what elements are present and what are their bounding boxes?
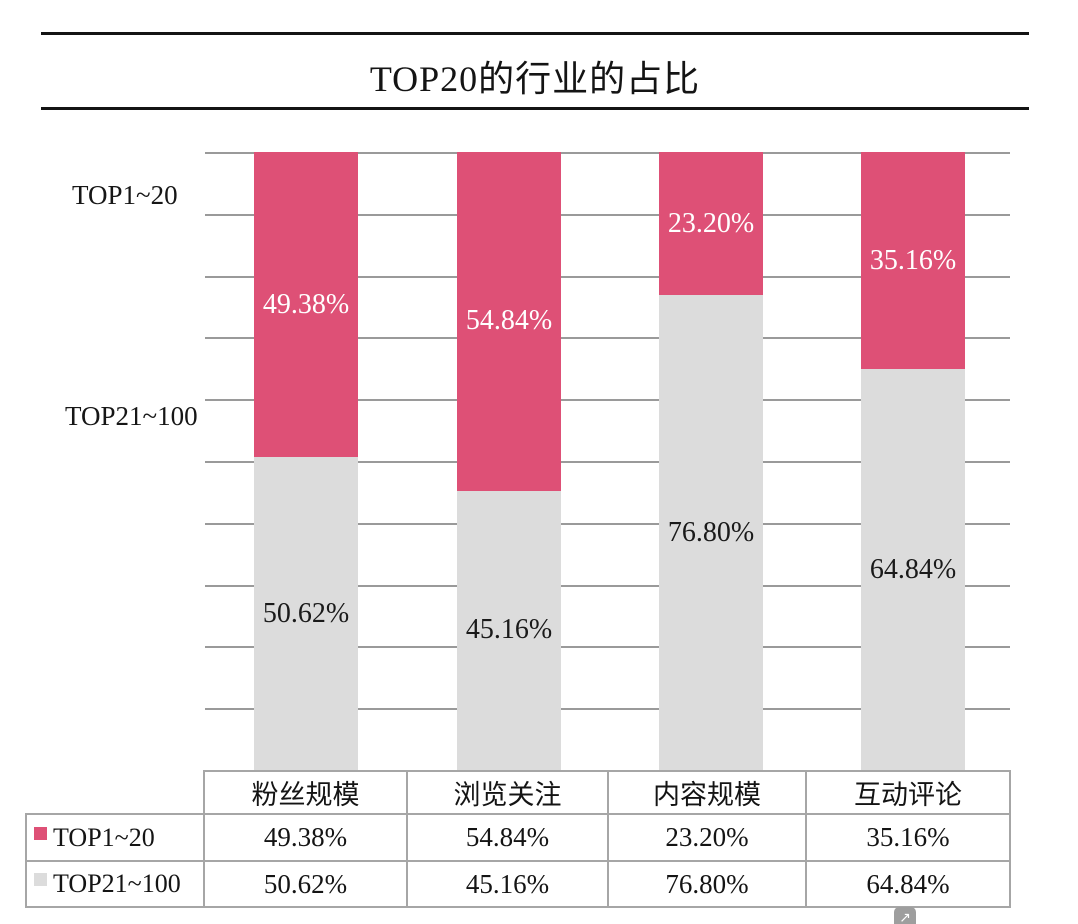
- left-series-label-top21-100: TOP21~100: [65, 401, 198, 431]
- gridline: [205, 152, 1010, 154]
- legend-cell-TOP1~20: TOP1~20: [25, 813, 205, 862]
- table-header-row: 粉丝规模 浏览关注 内容规模 互动评论: [26, 770, 1011, 815]
- data-label: 45.16%: [465, 614, 553, 646]
- segment-TOP21~100: 45.16%: [457, 490, 561, 770]
- gridline: [205, 399, 1010, 402]
- segment-TOP21~100: 76.80%: [659, 295, 763, 770]
- data-label: 49.38%: [262, 288, 350, 320]
- data-label: 76.80%: [667, 516, 755, 548]
- gridline: [205, 461, 1010, 463]
- table-row-TOP1~20: TOP1~20 49.38% 54.84% 23.20% 35.16%: [25, 813, 1011, 862]
- bar-浏览关注: 54.84% 45.16%: [457, 152, 561, 770]
- table-header-内容规模: 内容规模: [607, 770, 807, 815]
- bar-内容规模: 23.20% 76.80%: [659, 152, 763, 770]
- table-value: 54.84%: [406, 813, 609, 862]
- legend-marker-icon: [34, 826, 47, 840]
- chart-data-table: 粉丝规模 浏览关注 内容规模 互动评论 TOP1~20 49.38% 54.84% 23.20…: [25, 770, 1011, 908]
- gridline: [205, 646, 1010, 649]
- chart-title: TOP20的行业的占比: [369, 59, 701, 99]
- segment-TOP1~20: 54.84%: [457, 152, 561, 491]
- gridline: [205, 213, 1010, 216]
- segment-TOP1~20: 35.16%: [861, 152, 965, 370]
- gridline: [205, 584, 1010, 587]
- table-corner-blank: [26, 771, 204, 814]
- table-value: 23.20%: [607, 813, 807, 862]
- legend-cell-TOP21~100: TOP21~100: [25, 860, 205, 908]
- table-value: 64.84%: [805, 860, 1011, 908]
- table-value: 76.80%: [607, 860, 807, 908]
- segment-TOP1~20: 23.20%: [659, 152, 763, 296]
- table-value: 49.38%: [203, 813, 408, 862]
- data-label: 35.16%: [869, 244, 957, 276]
- gridline: [205, 522, 1010, 525]
- legend-marker-icon: [34, 873, 47, 886]
- gridline: [205, 337, 1010, 340]
- plot-area: 49.38% 50.62% 54.84% 45.16% 23.20% 76.80% 35.1…: [205, 152, 1010, 770]
- external-link-icon[interactable]: ↗: [894, 907, 916, 924]
- segment-TOP21~100: 64.84%: [861, 369, 965, 770]
- table-row-TOP21~100: TOP21~100 50.62% 45.16% 76.80% 64.84%: [25, 860, 1011, 908]
- gridline: [205, 275, 1010, 278]
- title-rule-bottom: [41, 107, 1029, 110]
- table-value: 50.62%: [203, 860, 408, 908]
- bar-互动评论: 35.16% 64.84%: [861, 152, 965, 770]
- segment-TOP21~100: 50.62%: [254, 457, 358, 770]
- table-value: 45.16%: [406, 860, 609, 908]
- segment-TOP1~20: 49.38%: [254, 152, 358, 458]
- data-label: 54.84%: [465, 305, 553, 337]
- data-label: 50.62%: [262, 597, 350, 629]
- data-label: 23.20%: [667, 207, 755, 239]
- left-series-label-top1-20: TOP1~20: [72, 180, 178, 210]
- table-header-浏览关注: 浏览关注: [406, 770, 609, 815]
- table-header-粉丝规模: 粉丝规模: [203, 770, 408, 815]
- title-rule-top: [41, 32, 1029, 35]
- table-value: 35.16%: [805, 813, 1011, 862]
- data-label: 64.84%: [869, 553, 957, 585]
- bar-粉丝规模: 49.38% 50.62%: [254, 152, 358, 770]
- gridline: [205, 708, 1010, 711]
- table-header-互动评论: 互动评论: [805, 770, 1011, 815]
